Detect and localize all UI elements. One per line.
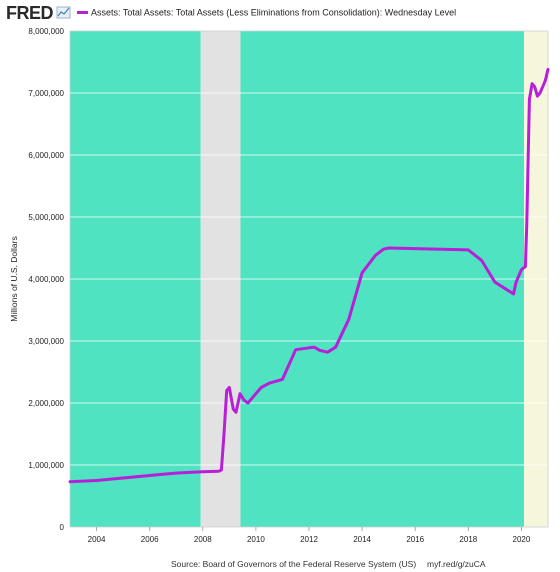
y-tick-label: 7,000,000 — [28, 89, 64, 98]
x-axis-ticks: 2004 2006 2008 2010 2012 2014 2016 2018 2020 — [88, 527, 531, 544]
x-tick-label: 2010 — [247, 535, 265, 544]
gridlines — [70, 92, 548, 466]
x-tick-label: 2018 — [459, 535, 477, 544]
source-note: Source: Board of Governors of the Federa… — [171, 559, 416, 569]
chart-title: Assets: Total Assets: Total Assets (Less… — [91, 8, 456, 18]
fred-logo: FRED — [6, 3, 54, 23]
y-tick-label: 4,000,000 — [28, 275, 64, 284]
x-tick-label: 2006 — [141, 535, 159, 544]
x-tick-label: 2008 — [194, 535, 212, 544]
series-line-total-assets — [68, 67, 550, 484]
y-tick-label: 3,000,000 — [28, 337, 64, 346]
y-tick-label: 8,000,000 — [28, 27, 64, 36]
fred-graph-icon — [56, 6, 71, 19]
x-tick-label: 2020 — [513, 535, 531, 544]
x-tick-label: 2012 — [300, 535, 318, 544]
y-tick-label: 1,000,000 — [28, 461, 64, 470]
y-tick-label: 0 — [60, 523, 65, 532]
y-axis-label: Millions of U.S. Dollars — [9, 236, 19, 322]
y-tick-label: 6,000,000 — [28, 151, 64, 160]
y-tick-label: 5,000,000 — [28, 213, 64, 222]
x-tick-label: 2016 — [406, 535, 424, 544]
short-url: myf.red/g/zuCA — [427, 559, 486, 569]
y-axis-ticks: 0 1,000,000 2,000,000 3,000,000 4,000,000 5,0… — [28, 27, 64, 532]
x-tick-label: 2004 — [88, 535, 106, 544]
x-tick-label: 2014 — [353, 535, 371, 544]
y-tick-label: 2,000,000 — [28, 399, 64, 408]
